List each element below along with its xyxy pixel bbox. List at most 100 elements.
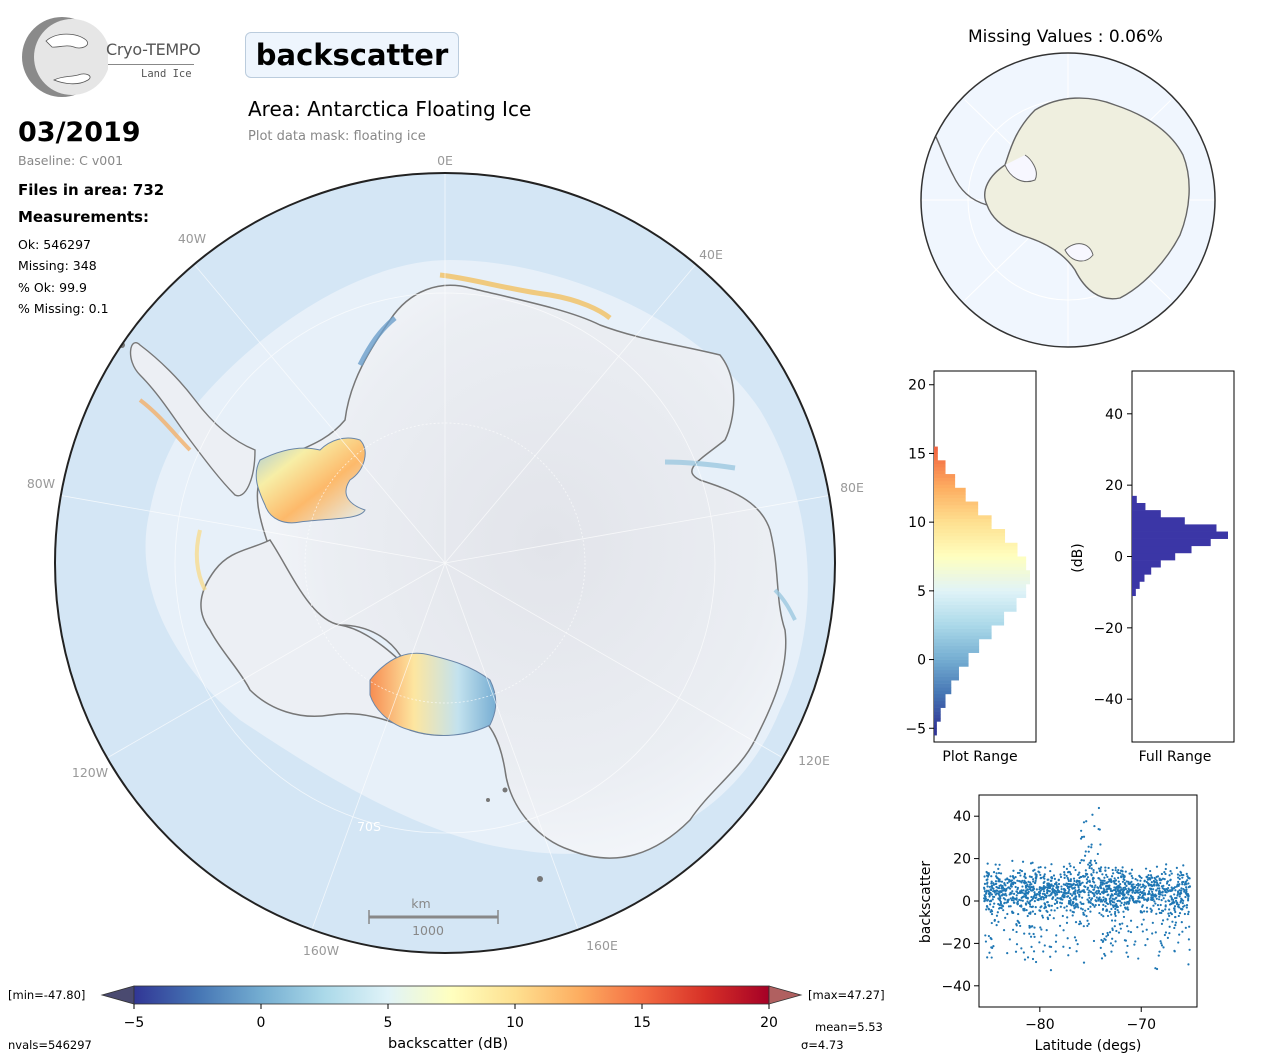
scatter-point (1056, 893, 1059, 896)
lon-label-120e: 120E (798, 753, 830, 768)
scatter-point (1101, 873, 1104, 876)
scatter-point (1034, 881, 1037, 884)
scatter-point (1110, 880, 1113, 884)
plot-range-bar (934, 711, 941, 715)
scatter-point (1017, 920, 1020, 924)
scatter-point (1069, 878, 1073, 881)
colorbar-max: [max=47.27] (808, 988, 885, 1002)
scatter-point (1044, 866, 1047, 869)
scatter-point (1152, 883, 1155, 886)
scatter-point (1078, 893, 1081, 896)
scatter-point (1028, 926, 1031, 929)
plot-range-bar (934, 728, 937, 732)
scatter-point (1050, 945, 1053, 949)
scatter-point (1078, 861, 1082, 865)
scatter-point (1112, 905, 1115, 909)
scatter-point (1121, 880, 1125, 883)
scatter-point (1085, 915, 1088, 918)
scatter-point (1129, 930, 1133, 934)
scatter-point (1117, 868, 1120, 872)
scatter-point (1004, 884, 1007, 887)
scatter-point (1095, 892, 1099, 895)
plot-range-ytick-label: 20 (908, 378, 926, 394)
scatter-point (1166, 936, 1169, 939)
scatter-point (1023, 932, 1026, 935)
scatter-point (1165, 863, 1168, 866)
plot-range-bar (934, 707, 941, 712)
scatter-point (1080, 859, 1083, 862)
scatter-point (1178, 933, 1181, 936)
full-range-bar (1132, 524, 1217, 532)
scatter-point (1039, 926, 1042, 929)
scatter-point (1099, 881, 1102, 884)
scatter-point (1161, 890, 1164, 893)
scatter-point (1079, 883, 1082, 887)
scatter-point (1082, 835, 1086, 838)
scatter-point (1014, 950, 1018, 953)
lon-label-40e: 40E (699, 247, 723, 262)
scatter-point (986, 899, 989, 902)
scatter-point (1063, 871, 1066, 874)
missing-values-inset-map[interactable] (915, 50, 1225, 355)
scatter-point (1097, 877, 1100, 880)
scatter-point (1105, 873, 1108, 876)
scatter-point (1098, 911, 1101, 915)
scatter-point (1006, 952, 1009, 955)
scatter-point (1137, 891, 1140, 894)
plot-range-bar (934, 676, 959, 681)
main-polar-map[interactable]: 0E 40E 80E 120E 160E 160W 120W 80W 40W 7… (0, 150, 880, 970)
scatter-point (1033, 926, 1036, 929)
scatter-point (1094, 884, 1097, 887)
scatter-point (1021, 899, 1024, 902)
scatter-point (1033, 868, 1036, 871)
scatter-point (1084, 909, 1087, 912)
lat-label-70s: 70S (357, 819, 381, 834)
scatter-point (1110, 893, 1113, 896)
full-range-bar (1132, 560, 1161, 568)
scatter-point (1145, 898, 1148, 901)
scatter-point (1174, 910, 1177, 914)
scatter-point (1151, 898, 1154, 902)
scatter-point (1181, 908, 1184, 911)
scatter-point (1154, 878, 1157, 881)
scatter-point (1152, 888, 1155, 891)
scatter-point (1020, 904, 1023, 907)
scatter-point (1044, 886, 1047, 889)
scatter-point (1059, 901, 1062, 904)
scatter-point (1001, 884, 1004, 888)
scatter-point (997, 902, 1000, 906)
plot-range-bar (934, 450, 938, 454)
scatter-point (992, 905, 995, 908)
scatter-point (1106, 875, 1109, 878)
scatter-point (1011, 879, 1014, 882)
scatter-point (1075, 902, 1078, 905)
scatter-point (1089, 884, 1092, 887)
scatter-point (1160, 942, 1163, 945)
scatter-point (1047, 904, 1050, 907)
scatter-point (1126, 906, 1129, 909)
scatter-point (1161, 887, 1164, 890)
scatter-point (1010, 885, 1013, 888)
scatter-point (1038, 888, 1041, 891)
scatter-ytick-label: −20 (941, 936, 971, 952)
scatter-point (1000, 894, 1003, 897)
plot-range-bar (934, 680, 952, 684)
lon-label-80w: 80W (27, 476, 55, 491)
scatter-point (1012, 899, 1015, 902)
scatter-point (1101, 940, 1104, 944)
scatter-point (1059, 875, 1063, 879)
scatter-point (1111, 937, 1114, 940)
scatter-point (1093, 824, 1096, 828)
plot-range-bar (934, 487, 966, 492)
scatter-point (1163, 870, 1166, 874)
scatter-point (1041, 892, 1045, 895)
scatter-point (1111, 944, 1114, 947)
scatter-point (1072, 866, 1076, 869)
scatter-point (1188, 948, 1191, 951)
scatter-point (1032, 950, 1036, 953)
scatter-point (986, 956, 989, 959)
scatter-point (1113, 880, 1116, 884)
scatter-point (1087, 863, 1090, 866)
scatter-point (1177, 891, 1180, 894)
scatter-point (1087, 894, 1090, 897)
